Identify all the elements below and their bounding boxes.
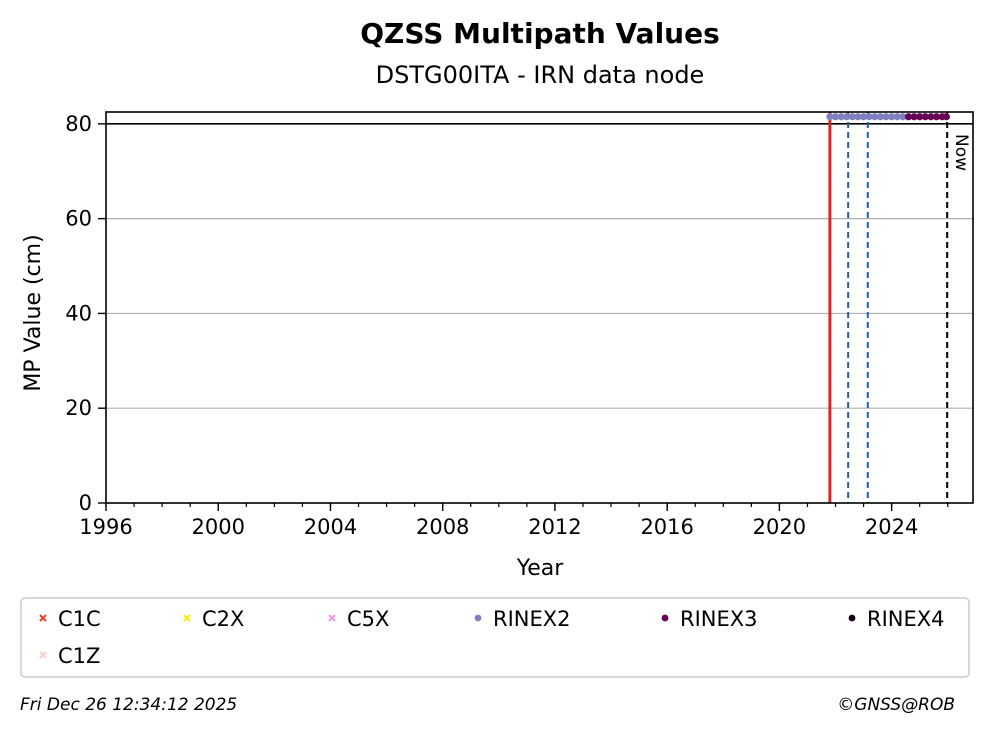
legend-marker-c1z [39, 651, 47, 659]
y-tick-label: 20 [65, 396, 92, 420]
data-point-rinex2 [859, 113, 868, 121]
legend-marker-rinex2 [474, 614, 482, 622]
data-point-rinex2 [871, 113, 879, 121]
data-point-rinex2 [854, 113, 862, 121]
legend-marker-rinex3 [661, 614, 669, 622]
legend-label-c1z: C1Z [58, 644, 100, 668]
data-point-rinex3 [916, 113, 924, 121]
x-tick-label: 1996 [79, 515, 132, 539]
data-point-rinex3 [942, 113, 950, 121]
legend-marker-c5x [328, 614, 336, 622]
data-point-rinex2 [893, 113, 901, 121]
chart-title: QZSS Multipath Values [360, 17, 720, 50]
y-axis: 0 20 40 60 80 [65, 112, 106, 515]
legend-box [20, 597, 970, 678]
data-point-rinex3 [904, 113, 913, 121]
legend-label-rinex4: RINEX4 [867, 607, 945, 631]
x-axis-label: Year [516, 556, 565, 581]
legend-marker-rinex4 [848, 614, 856, 622]
now-label: Now [951, 134, 971, 171]
legend-label-c1c: C1C [58, 607, 101, 631]
x-tick-label: 2016 [640, 515, 693, 539]
legend: C1C C2X C5X RINEX2 RINEX3 RINEX4 C1Z [39, 607, 945, 668]
data-point-rinex2 [888, 113, 896, 121]
legend-label-rinex2: RINEX2 [493, 607, 571, 631]
x-tick-label: 2020 [753, 515, 806, 539]
x-tick-label: 2012 [528, 515, 581, 539]
data-point-rinex3 [910, 113, 918, 121]
footer-timestamp: Fri Dec 26 12:34:12 2025 [20, 695, 237, 715]
data-point-rinex3 [932, 113, 941, 121]
data-point-rinex2 [843, 113, 851, 121]
y-tick-label: 80 [65, 112, 92, 136]
data-point-rinex2 [848, 113, 856, 121]
x-axis: 1996 2000 2004 2008 2012 2016 2020 2024 [79, 503, 949, 539]
x-tick-label: 2024 [865, 515, 918, 539]
data-point-rinex3 [927, 113, 935, 121]
y-tick-label: 40 [65, 301, 92, 325]
data-point-rinex3 [921, 113, 929, 121]
plot-area: Now [106, 112, 973, 503]
legend-marker-c2x [183, 614, 191, 622]
data-point-rinex2 [876, 113, 885, 121]
y-tick-label: 60 [65, 207, 92, 231]
data-point-rinex2 [826, 113, 834, 121]
data-point-rinex2 [865, 113, 873, 121]
legend-label-rinex3: RINEX3 [680, 607, 758, 631]
legend-label-c2x: C2X [202, 607, 244, 631]
x-tick-label: 2004 [304, 515, 357, 539]
data-point-rinex2 [831, 113, 840, 121]
y-tick-label: 0 [79, 491, 92, 515]
plot-frame [105, 111, 974, 504]
x-tick-label: 2000 [192, 515, 245, 539]
x-tick-label: 2008 [416, 515, 469, 539]
legend-marker-c1c [39, 614, 47, 622]
chart-subtitle: DSTG00ITA - IRN data node [376, 61, 705, 89]
data-point-rinex2 [899, 113, 907, 121]
legend-label-c5x: C5X [347, 607, 389, 631]
data-point-rinex2 [837, 113, 845, 121]
y-axis-label: MP Value (cm) [21, 234, 46, 391]
footer-credit: ©GNSS@ROB [837, 695, 955, 715]
data-point-rinex2 [882, 113, 890, 121]
